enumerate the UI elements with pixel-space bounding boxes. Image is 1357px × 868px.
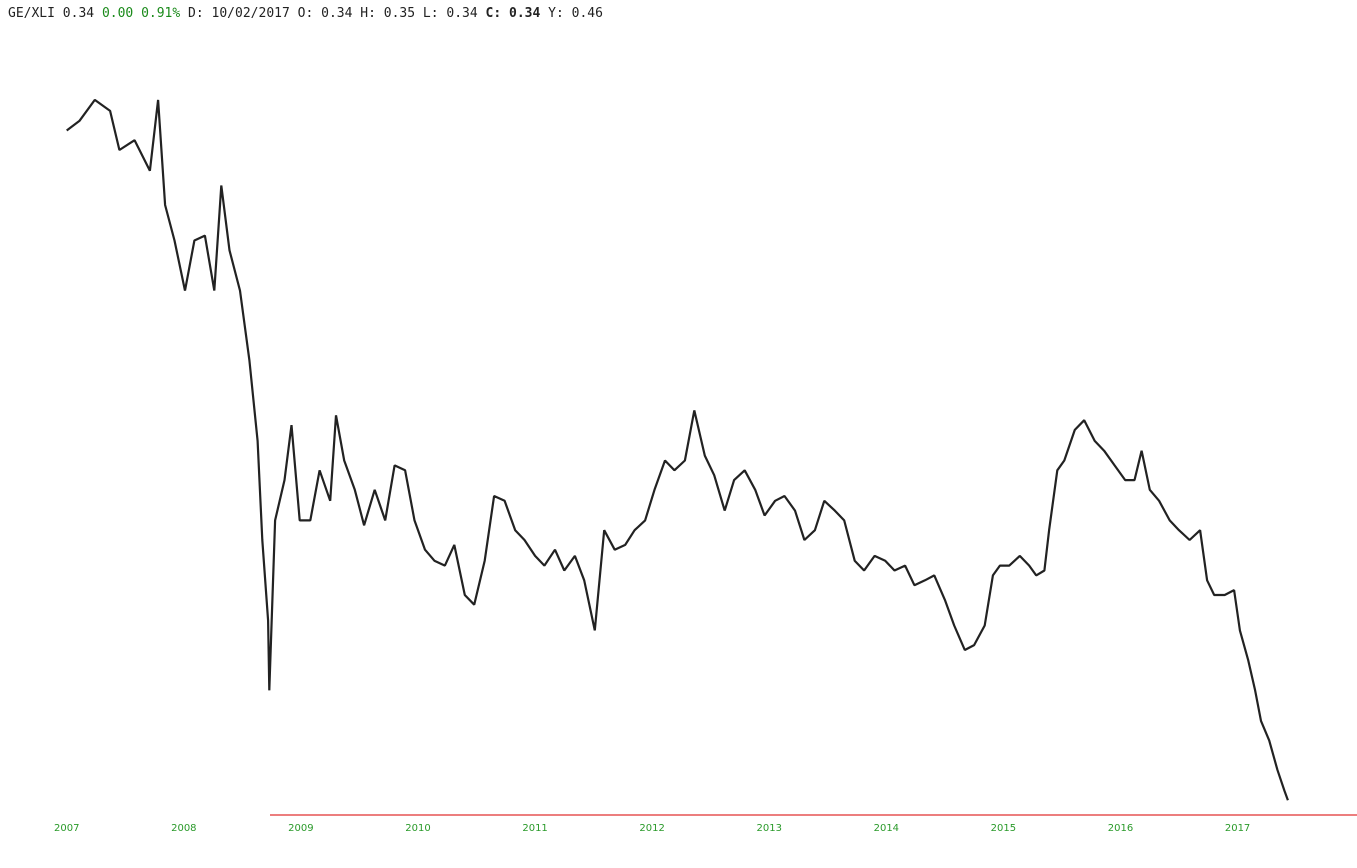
low: 0.34: [446, 6, 478, 21]
quote-header: GE/XLI 0.34 0.00 0.91% D: 10/02/2017 O: …: [8, 6, 603, 21]
last: 0.34: [62, 6, 95, 21]
high-label: H:: [360, 6, 376, 21]
x-tick-label: 2016: [1108, 823, 1133, 834]
symbol: GE/XLI: [8, 6, 55, 21]
x-tick-label: 2015: [991, 823, 1016, 834]
change-pct: 0.91%: [141, 6, 181, 21]
x-tick-label: 2008: [171, 823, 196, 834]
x-tick-label: 2009: [288, 823, 313, 834]
prev: 0.46: [571, 6, 603, 21]
close: 0.34: [509, 6, 541, 21]
open: 0.34: [321, 6, 353, 21]
prev-label: Y:: [548, 6, 564, 21]
change: 0.00: [101, 6, 134, 21]
x-tick-label: 2007: [54, 823, 79, 834]
date-label: D:: [188, 6, 204, 21]
x-tick-label: 2011: [522, 823, 547, 834]
x-tick-label: 2010: [405, 823, 430, 834]
date: 10/02/2017: [211, 6, 290, 21]
x-tick-label: 2014: [874, 823, 899, 834]
x-tick-label: 2012: [639, 823, 664, 834]
x-tick-label: 2017: [1225, 823, 1250, 834]
high: 0.35: [383, 6, 416, 21]
price-line: [66, 99, 1289, 801]
close-label: C:: [485, 6, 502, 21]
open-label: O:: [297, 6, 314, 21]
x-tick-label: 2013: [757, 823, 782, 834]
low-label: L:: [422, 6, 439, 21]
